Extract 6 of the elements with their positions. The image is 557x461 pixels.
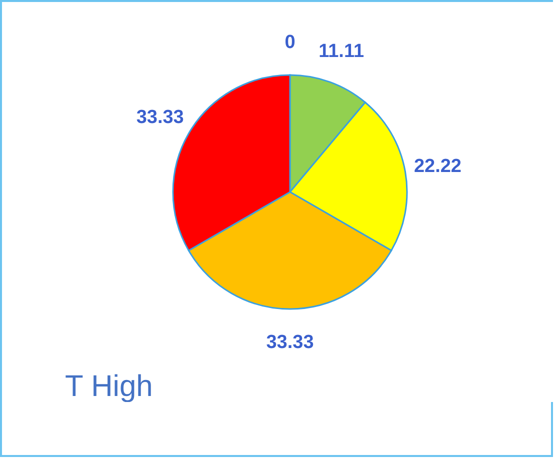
data-label: 33.33 [266,332,314,353]
text: T High [65,370,153,403]
data-label: 22.22 [414,156,462,177]
data-label: 11.11 [318,41,364,62]
data-label: 33.33 [136,107,184,128]
text: 0 [284,32,296,53]
